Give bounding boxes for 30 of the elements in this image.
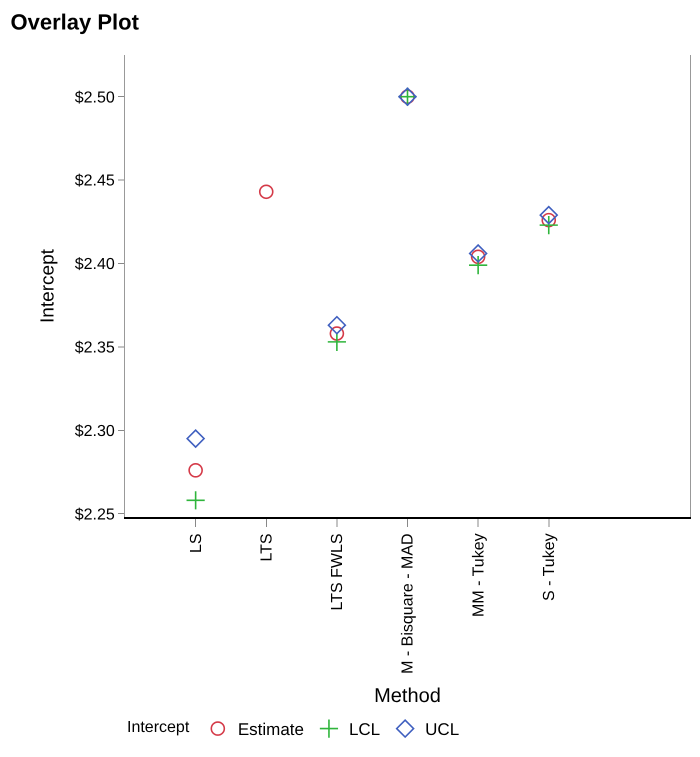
y-tick-label: $2.30 bbox=[74, 422, 115, 440]
x-tick-label: LTS FWLS bbox=[329, 533, 346, 610]
chart-title: Overlay Plot bbox=[10, 10, 140, 35]
y-tick-label: $2.25 bbox=[74, 506, 115, 524]
point bbox=[468, 255, 488, 276]
x-axis-title: Method bbox=[374, 684, 441, 707]
legend-label: LCL bbox=[348, 720, 380, 740]
y-tick-label: $2.50 bbox=[74, 89, 115, 106]
x-tick-label: MM - Tukey bbox=[470, 533, 488, 617]
y-tick-label: $2.35 bbox=[74, 339, 115, 356]
x-tick-label: LTS bbox=[258, 533, 276, 562]
legend-label: Estimate bbox=[238, 720, 304, 740]
point bbox=[186, 490, 206, 510]
y-tick-label: $2.40 bbox=[74, 256, 115, 274]
y-tick-label: $2.45 bbox=[74, 172, 115, 190]
point bbox=[186, 429, 205, 448]
legend-label: UCL bbox=[425, 720, 460, 740]
point bbox=[468, 244, 488, 263]
point bbox=[328, 316, 346, 334]
point bbox=[540, 206, 558, 224]
point bbox=[538, 215, 559, 236]
x-tick-label: S - Tukey bbox=[540, 533, 558, 601]
point bbox=[326, 332, 347, 352]
point bbox=[188, 463, 203, 478]
legend-title: Intercept bbox=[127, 718, 190, 736]
point bbox=[258, 184, 274, 200]
point bbox=[330, 326, 344, 341]
x-tick-label: M - Bisquare - MAD bbox=[400, 533, 417, 674]
y-axis-title: Intercept bbox=[38, 248, 59, 323]
x-tick-label: LS bbox=[188, 533, 205, 553]
